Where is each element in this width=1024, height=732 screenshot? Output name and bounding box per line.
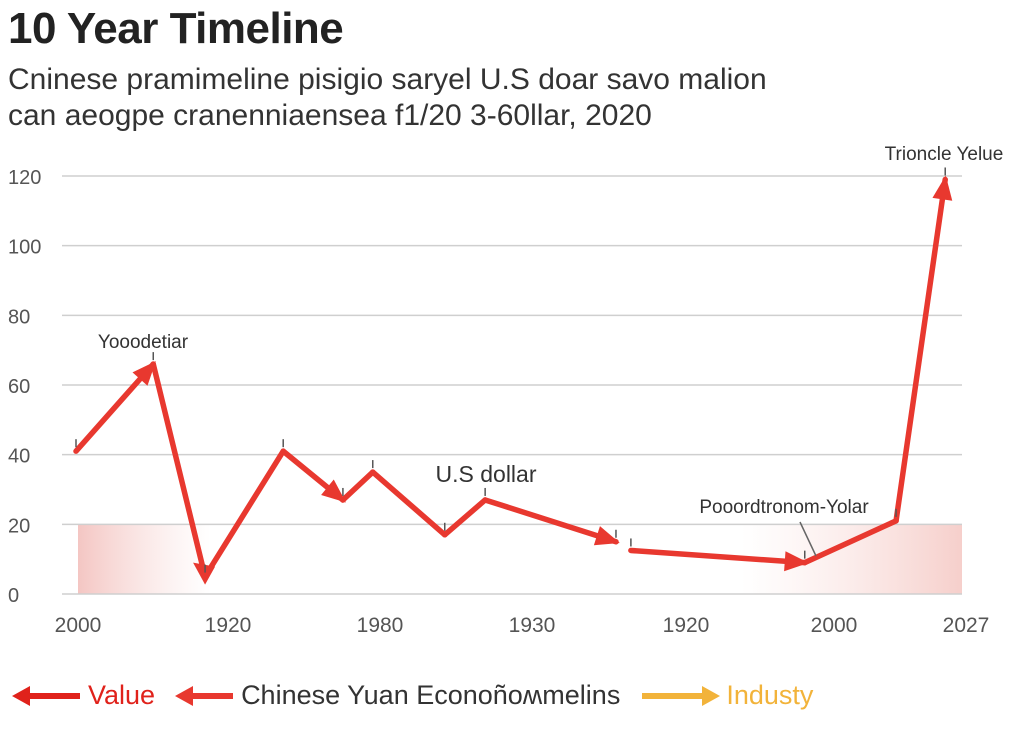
arrow-left-icon xyxy=(175,685,234,706)
x-tick-label: 1920 xyxy=(663,614,710,637)
y-tick-label: 100 xyxy=(8,237,41,259)
chart-subtitle: Cninese pramimeline pisigio saryel U.S d… xyxy=(8,62,1008,134)
series-segment xyxy=(628,547,808,566)
y-tick-label: 60 xyxy=(8,376,30,398)
series-arrowhead xyxy=(132,361,156,386)
subtitle-line-1: Cninese pramimeline pisigio saryel U.S d… xyxy=(8,63,767,96)
series-segment xyxy=(202,448,286,580)
series-segment xyxy=(150,361,208,580)
arrow-right-icon xyxy=(642,685,721,706)
legend-label-value: Value xyxy=(88,680,156,710)
legend-item-chinese-yuan: Chinese Yuan Econoñoʍmelins xyxy=(175,680,620,711)
annotation-label: U.S dollar xyxy=(436,461,537,487)
x-tick-label: 2000 xyxy=(811,614,858,637)
x-tick-label: 1930 xyxy=(509,614,556,637)
annotation-label: Pooordtronom-Yolar xyxy=(699,497,869,518)
y-tick-label: 120 xyxy=(8,167,41,189)
line-chart: 0 20 40 60 80 100 120 2000 1920 1980 1930 1920 2000 2… xyxy=(8,144,1004,637)
legend-label-industry: Industy xyxy=(726,680,814,710)
series-segment xyxy=(442,497,488,538)
legend-arrow-head xyxy=(702,685,721,706)
legend-item-value: Value xyxy=(12,680,155,711)
x-tick-label: 1980 xyxy=(357,614,404,637)
annotation-leader xyxy=(799,521,817,557)
annotation-label: Yooodetiar xyxy=(98,332,189,353)
series-segment xyxy=(340,469,376,503)
series-segment xyxy=(482,497,619,545)
series-arrowhead xyxy=(593,526,620,546)
annotation-label: Trioncle Yelue xyxy=(885,144,1004,165)
series-segment xyxy=(801,518,899,566)
x-tick-label: 2000 xyxy=(55,614,102,637)
arrow-left-icon xyxy=(12,685,80,706)
series-arrowhead xyxy=(932,175,953,201)
y-tick-label: 0 xyxy=(8,585,19,607)
y-tick-label: 40 xyxy=(8,446,30,468)
x-tick-label: 1920 xyxy=(205,614,252,637)
series-arrowhead xyxy=(784,551,809,572)
y-tick-label: 20 xyxy=(8,515,30,537)
legend-arrow-head xyxy=(175,685,194,706)
x-tick-label: 2027 xyxy=(943,614,990,637)
series-arrowhead xyxy=(193,562,216,585)
series-segment xyxy=(370,469,448,538)
legend-label-chinese-yuan: Chinese Yuan Econoñoʍmelins xyxy=(241,680,621,710)
subtitle-line-2: can aeogpe cranenniaensea f1/20 3-60llar… xyxy=(8,99,652,132)
legend-item-industry: Industy xyxy=(640,680,813,711)
legend: Value Chinese Yuan Econoñoʍmelins Indust… xyxy=(12,680,813,711)
legend-arrow-head xyxy=(12,685,30,706)
chart-title: 10 Year Timeline xyxy=(8,4,344,53)
highlight-band xyxy=(78,524,962,594)
series-arrowhead xyxy=(321,479,347,503)
y-tick-label: 80 xyxy=(8,306,30,328)
series-segment xyxy=(893,176,948,524)
